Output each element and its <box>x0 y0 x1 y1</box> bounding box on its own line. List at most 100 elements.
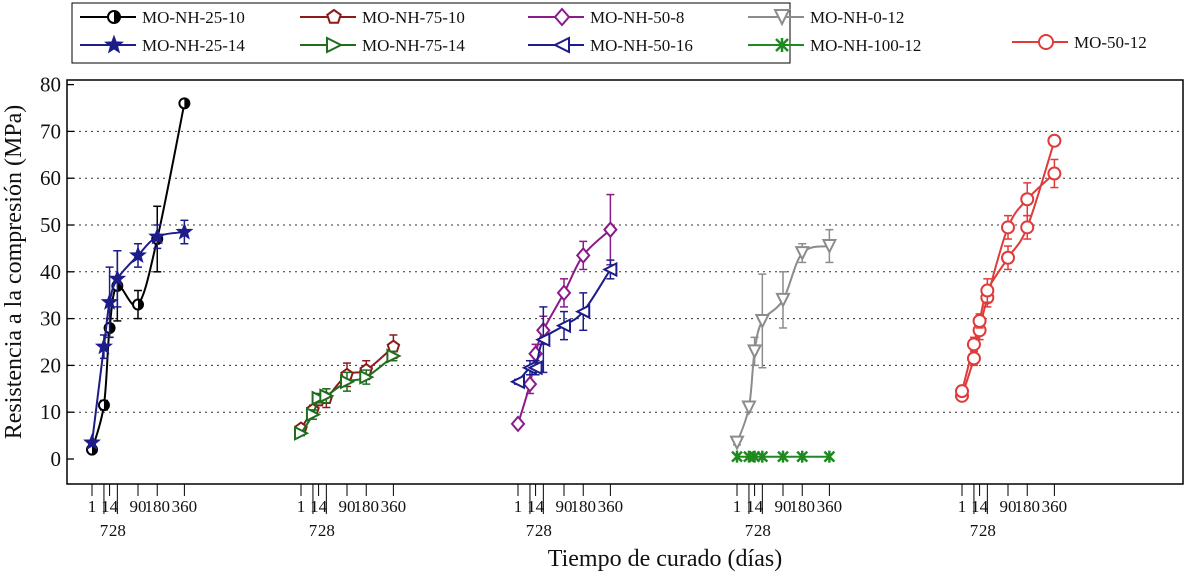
data-point <box>773 9 791 27</box>
legend-item: MO-NH-75-10 <box>300 8 465 27</box>
x-tick-label: 90 <box>1000 497 1017 516</box>
data-point <box>1047 133 1062 148</box>
data-point <box>359 369 375 385</box>
x-tick-label: 180 <box>353 497 379 516</box>
x-tick-label: 1 <box>514 497 523 516</box>
data-point <box>509 374 525 390</box>
data-point <box>510 415 526 433</box>
legend-label: MO-NH-25-10 <box>142 8 245 27</box>
x-axis-title: Tiempo de curado (días) <box>548 546 782 572</box>
legend-label: MO-NH-50-16 <box>590 36 693 55</box>
data-point <box>796 450 809 463</box>
legend-item: MO-NH-75-14 <box>300 36 465 55</box>
x-tick-label: 1 <box>88 497 97 516</box>
x-tick-label: 14 <box>527 497 545 516</box>
data-point <box>107 10 121 24</box>
data-point <box>1038 34 1054 50</box>
series-line <box>91 103 186 450</box>
x-tick-label: 1 <box>958 497 967 516</box>
data-point <box>178 97 191 110</box>
series-mo-nh-50-16 <box>509 259 618 390</box>
x-tick-label: 90 <box>556 497 573 516</box>
data-point <box>340 374 356 390</box>
legend-item: MO-NH-100-12 <box>748 36 921 55</box>
data-point <box>972 313 987 328</box>
x-tick-label: 180 <box>144 497 170 516</box>
y-tick-label: 30 <box>40 307 61 331</box>
data-point <box>754 313 770 330</box>
data-point <box>775 292 791 309</box>
data-point <box>555 318 572 334</box>
data-point <box>1047 166 1062 181</box>
data-point <box>823 450 836 463</box>
data-point <box>602 261 618 278</box>
data-point <box>326 8 342 24</box>
data-point <box>741 400 757 416</box>
x-tick-label: 360 <box>381 497 407 516</box>
data-point <box>980 283 995 298</box>
data-point <box>386 339 401 353</box>
data-point <box>794 246 810 262</box>
legend-item: MO-NH-0-12 <box>748 8 904 27</box>
data-point <box>955 384 969 399</box>
legend-item: MO-NH-50-8 <box>528 7 684 27</box>
series-layer <box>83 97 1062 463</box>
data-point <box>777 450 789 463</box>
data-point <box>535 332 551 348</box>
plot-frame <box>66 79 1184 485</box>
y-tick-label: 80 <box>40 73 61 97</box>
legend: MO-NH-25-10 MO-NH-25-14 MO-NH-75-10 MO-NH-7… <box>71 2 1147 64</box>
data-point <box>1001 250 1016 265</box>
legend-label: MO-NH-0-12 <box>810 8 904 27</box>
data-point <box>553 7 571 27</box>
data-point <box>821 239 838 255</box>
x-tick-label: 180 <box>570 497 596 516</box>
x-tick-label: 14 <box>971 497 989 516</box>
x-tick-label: 14 <box>746 497 764 516</box>
legend-item: MO-50-12 <box>1012 33 1147 52</box>
data-point <box>97 399 110 412</box>
x-tick-label: 360 <box>1042 497 1068 516</box>
x-tick-label: 14 <box>310 497 328 516</box>
legend-label: MO-NH-25-14 <box>142 36 245 55</box>
series-mo-nh-0-12 <box>729 228 838 451</box>
series-mo-nh-25-10 <box>86 97 191 456</box>
legend-item: MO-NH-25-10 <box>80 8 245 27</box>
series-mo-nh-100-12 <box>731 450 836 463</box>
x-tick-label: 180 <box>1014 497 1040 516</box>
series-mo-nh-50-8 <box>510 193 618 433</box>
data-point <box>386 348 402 364</box>
x-tick-label: 28 <box>109 521 126 540</box>
data-point <box>108 269 127 287</box>
data-point <box>729 435 745 451</box>
x-tick-label: 28 <box>318 521 335 540</box>
data-point <box>94 337 113 355</box>
legend-label: MO-NH-75-14 <box>362 36 465 55</box>
data-point <box>731 450 743 463</box>
x-tick-label: 7 <box>526 521 535 540</box>
y-tick-label: 70 <box>40 119 61 143</box>
x-tick-label: 90 <box>775 497 792 516</box>
legend-item: MO-NH-50-16 <box>528 36 693 55</box>
data-point <box>522 375 538 393</box>
legend-item: MO-NH-25-14 <box>80 34 245 55</box>
data-point <box>1020 192 1035 207</box>
data-point <box>556 284 572 302</box>
data-point <box>603 221 618 239</box>
data-point <box>1020 220 1035 235</box>
data-point <box>552 36 570 54</box>
y-axis-title: Resistencia a la compresión (MPa) <box>1 105 27 440</box>
series-mo-nh-25-14 <box>83 219 194 451</box>
x-tick-label: 90 <box>130 497 147 516</box>
data-point <box>129 245 147 264</box>
legend-label: MO-50-12 <box>1074 33 1147 52</box>
legend-label: MO-NH-75-10 <box>362 8 465 27</box>
y-tick-label: 0 <box>51 447 62 471</box>
data-point <box>148 227 167 245</box>
x-tick-label: 7 <box>970 521 979 540</box>
data-point <box>311 390 327 406</box>
data-point <box>775 38 789 52</box>
data-point <box>1001 220 1016 235</box>
data-point <box>746 344 763 360</box>
